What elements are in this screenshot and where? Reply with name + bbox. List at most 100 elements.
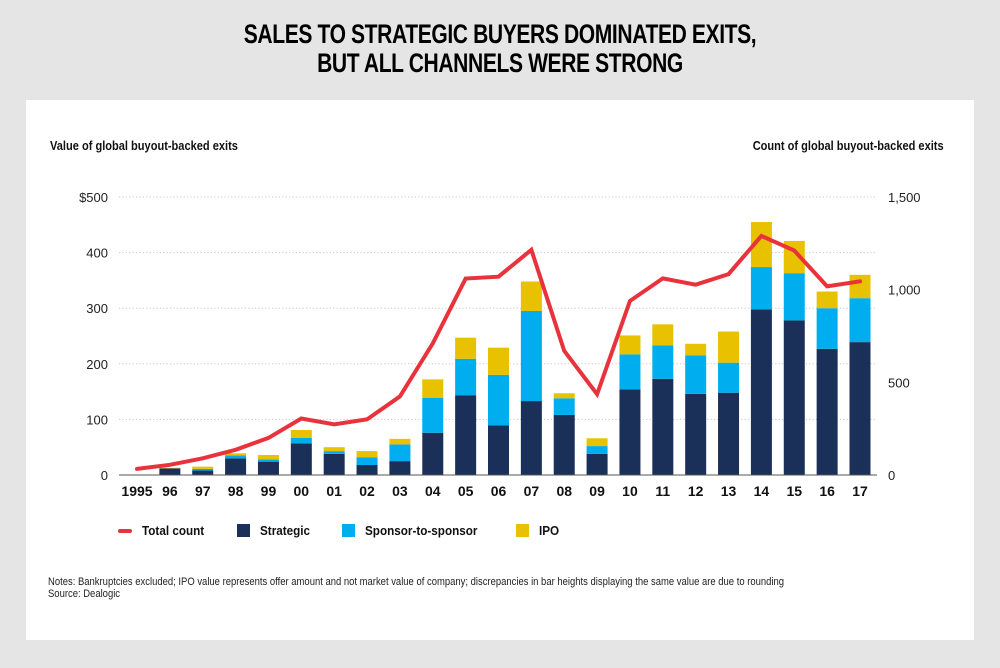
legend: Total count Strategic Sponsor-to-sponsor… [118, 523, 587, 538]
bar-strategic-00 [290, 443, 312, 475]
bar-sponsor-to-sponsor-98 [225, 455, 247, 459]
bar-sponsor-to-sponsor-14 [750, 267, 772, 310]
bar-ipo-96 [159, 467, 181, 469]
bar-ipo-04 [422, 379, 444, 398]
bar-strategic-04 [422, 432, 444, 475]
footnotes: Notes: Bankruptcies excluded; IPO value … [48, 576, 784, 600]
bar-ipo-97 [192, 466, 214, 469]
x-tick-label: 1995 [121, 483, 152, 499]
bar-strategic-17 [849, 342, 871, 475]
chart-title-line-2: BUT ALL CHANNELS WERE STRONG [317, 48, 683, 78]
bar-sponsor-to-sponsor-13 [718, 362, 740, 393]
bar-ipo-03 [389, 438, 411, 445]
legend-item-sponsor-to-sponsor: Sponsor-to-sponsor [341, 523, 490, 538]
bar-strategic-15 [783, 320, 805, 475]
bar-sponsor-to-sponsor-11 [652, 345, 674, 379]
bars [159, 222, 871, 475]
legend-label: Total count [142, 523, 205, 538]
x-tick-label: 02 [359, 483, 375, 499]
x-tick-label: 00 [294, 483, 310, 499]
bar-ipo-12 [685, 343, 707, 356]
chart-title: SALES TO STRATEGIC BUYERS DOMINATED EXIT… [110, 20, 890, 78]
bar-strategic-01 [323, 453, 345, 475]
bar-ipo-07 [520, 281, 542, 311]
x-tick-label: 05 [458, 483, 474, 499]
bar-ipo-16 [816, 291, 838, 309]
bar-sponsor-to-sponsor-05 [455, 358, 477, 396]
legend-line-icon [118, 528, 132, 533]
bar-sponsor-to-sponsor-09 [586, 446, 608, 454]
bar-strategic-97 [192, 470, 214, 475]
bar-ipo-11 [652, 324, 674, 346]
bar-ipo-05 [455, 337, 477, 359]
bar-sponsor-to-sponsor-02 [356, 457, 378, 465]
y-tick-label: 400 [86, 246, 108, 261]
legend-item-total-count: Total count [118, 523, 211, 538]
bar-ipo-09 [586, 438, 608, 447]
x-tick-label: 08 [556, 483, 572, 499]
left-axis-title: Value of global buyout-backed exits [50, 138, 238, 153]
y2-tick-label: 1,500 [888, 190, 921, 205]
legend-label: IPO [538, 523, 559, 538]
bar-sponsor-to-sponsor-03 [389, 444, 411, 462]
y-tick-label: 100 [86, 412, 108, 427]
bar-ipo-98 [225, 453, 247, 456]
bar-strategic-98 [225, 458, 247, 475]
bar-ipo-08 [553, 393, 575, 399]
bar-strategic-16 [816, 348, 838, 475]
bar-ipo-10 [619, 335, 641, 355]
x-tick-label: 13 [721, 483, 737, 499]
bar-ipo-00 [290, 429, 312, 438]
x-tick-label: 07 [524, 483, 540, 499]
bar-strategic-05 [455, 395, 477, 475]
bar-strategic-02 [356, 464, 378, 475]
x-tick-label: 04 [425, 483, 441, 499]
bar-sponsor-to-sponsor-99 [257, 459, 279, 462]
bar-ipo-17 [849, 274, 871, 299]
legend-item-ipo: IPO [515, 523, 561, 538]
x-tick-label: 06 [491, 483, 507, 499]
bar-strategic-96 [159, 468, 181, 475]
bar-sponsor-to-sponsor-16 [816, 308, 838, 349]
y-tick-label: 0 [101, 468, 108, 483]
bar-strategic-12 [685, 393, 707, 475]
bar-ipo-06 [488, 347, 509, 375]
bar-strategic-06 [488, 425, 509, 475]
bar-ipo-14 [750, 222, 772, 268]
y2-tick-label: 0 [888, 468, 895, 483]
bar-sponsor-to-sponsor-10 [619, 354, 641, 390]
x-tick-label: 99 [261, 483, 277, 499]
bar-strategic-14 [750, 309, 772, 475]
bar-sponsor-to-sponsor-17 [849, 298, 871, 343]
x-tick-label: 12 [688, 483, 704, 499]
bar-sponsor-to-sponsor-06 [488, 374, 509, 426]
total-count-line-group [135, 233, 862, 471]
legend-swatch-icon [237, 524, 251, 537]
bar-strategic-11 [652, 378, 674, 475]
x-tick-label: 14 [754, 483, 770, 499]
legend-label: Strategic [260, 523, 311, 538]
bar-ipo-02 [356, 451, 378, 458]
bar-ipo-13 [718, 331, 740, 363]
bar-sponsor-to-sponsor-04 [422, 397, 444, 433]
bar-sponsor-to-sponsor-07 [520, 310, 542, 402]
bar-sponsor-to-sponsor-08 [553, 398, 575, 415]
bar-sponsor-to-sponsor-15 [783, 273, 805, 321]
x-tick-label: 16 [819, 483, 835, 499]
bar-ipo-99 [257, 454, 279, 460]
x-tick-label: 17 [852, 483, 868, 499]
x-tick-label: 03 [392, 483, 408, 499]
bar-sponsor-to-sponsor-01 [323, 451, 345, 454]
right-axis-title: Count of global buyout-backed exits [753, 138, 944, 153]
x-tick-label: 96 [162, 483, 178, 499]
legend-item-strategic: Strategic [237, 523, 316, 538]
bar-sponsor-to-sponsor-12 [685, 355, 707, 394]
y2-tick-label: 500 [888, 375, 910, 390]
x-tick-label: 15 [786, 483, 802, 499]
y-tick-label: 200 [86, 357, 108, 372]
legend-swatch-icon [515, 524, 529, 537]
x-tick-label: 98 [228, 483, 244, 499]
bar-strategic-99 [257, 461, 279, 475]
